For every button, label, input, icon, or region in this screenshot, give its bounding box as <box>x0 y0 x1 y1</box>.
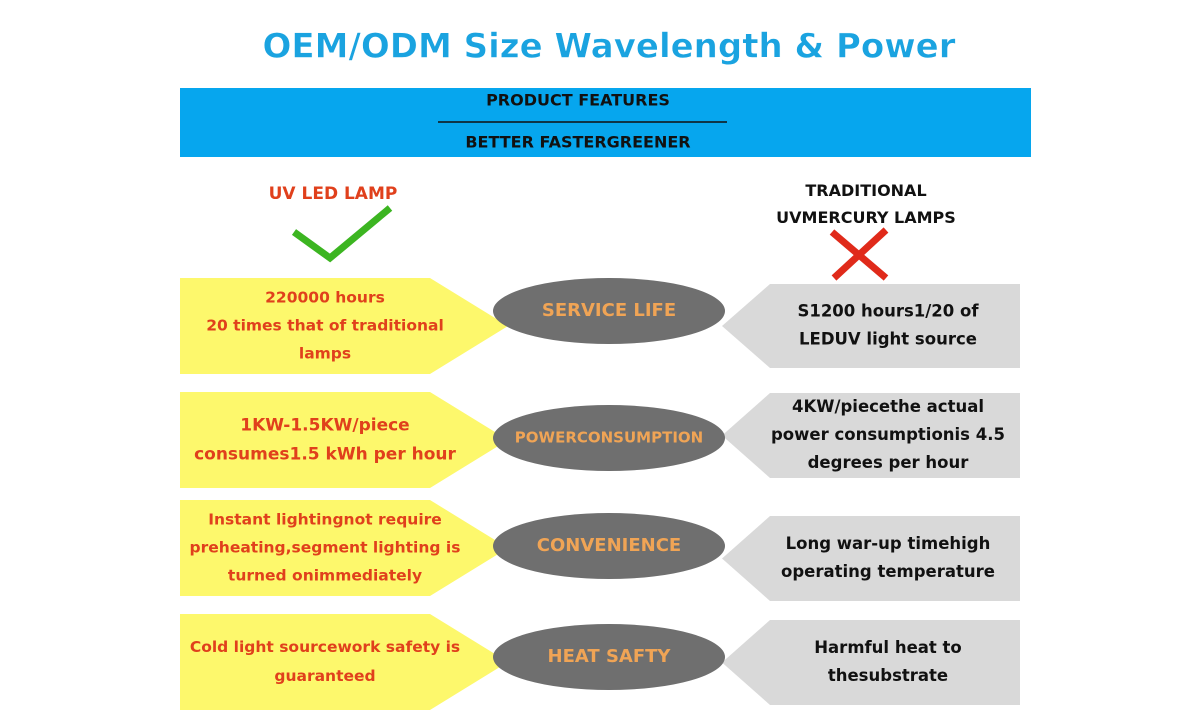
left-panel <box>180 614 508 710</box>
led-text: turned onimmediately <box>228 567 422 585</box>
right-header: TRADITIONAL <box>805 181 926 200</box>
feature-label: CONVENIENCE <box>537 535 681 556</box>
right-panel <box>722 516 1020 601</box>
check-icon <box>291 205 393 263</box>
mercury-text: thesubstrate <box>828 666 948 685</box>
left-header: UV LED LAMP <box>269 184 398 204</box>
banner-line2: BETTER FASTERGREENER <box>465 133 690 152</box>
mercury-text: Long war-up timehigh <box>786 534 991 553</box>
feature-label: POWERCONSUMPTION <box>515 429 703 447</box>
feature-label: HEAT SAFTY <box>548 646 672 667</box>
led-text: preheating,segment lighting is <box>190 539 461 557</box>
title: OEM/ODM Size Wavelength & Power <box>262 27 955 67</box>
mercury-text: degrees per hour <box>808 453 970 472</box>
led-text: consumes1.5 kWh per hour <box>194 445 456 465</box>
mercury-text: power consumptionis 4.5 <box>771 425 1005 444</box>
banner-line1: PRODUCT FEATURES <box>486 91 670 110</box>
mercury-text: operating temperature <box>781 562 995 581</box>
led-text: 220000 hours <box>265 289 385 307</box>
led-text: guaranteed <box>274 667 375 685</box>
feature-pill <box>493 624 725 690</box>
left-panel <box>180 278 508 374</box>
mercury-text: S1200 hours1/20 of <box>797 302 979 321</box>
mercury-text: 4KW/piecethe actual <box>792 397 984 416</box>
feature-pill <box>493 405 725 471</box>
right-panel <box>722 393 1020 478</box>
right-header: UVMERCURY LAMPS <box>776 208 956 227</box>
led-text: Instant lightingnot require <box>208 511 442 529</box>
left-panel <box>180 392 508 488</box>
led-text: 1KW-1.5KW/piece <box>240 416 409 436</box>
right-panel <box>722 620 1020 705</box>
feature-pill <box>493 513 725 579</box>
mercury-text: Harmful heat to <box>814 638 962 657</box>
mercury-text: LEDUV light source <box>799 330 977 349</box>
left-panel <box>180 500 508 596</box>
feature-pill <box>493 278 725 344</box>
cross-icon <box>829 227 889 281</box>
feature-label: SERVICE LIFE <box>542 300 676 321</box>
right-panel <box>722 284 1020 368</box>
led-text: 20 times that of traditional <box>206 317 444 335</box>
led-text: Cold light sourcework safety is <box>190 638 460 656</box>
led-text: lamps <box>299 345 351 363</box>
